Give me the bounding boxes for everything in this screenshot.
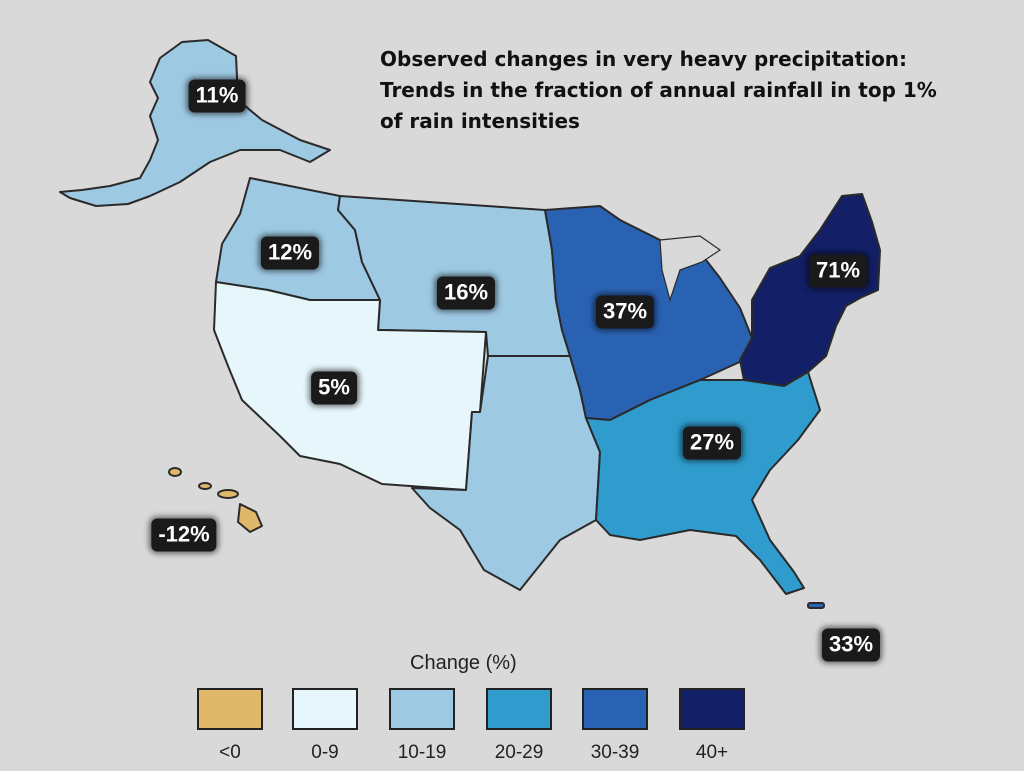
badge-northwest: 12%: [260, 236, 320, 270]
title-line-1: Observed changes in very heavy precipita…: [380, 47, 908, 71]
legend-label-0-9: 0-9: [311, 742, 339, 763]
legend-swatch-40-plus: [679, 688, 745, 730]
island-hawaii-1: [168, 467, 182, 477]
legend-swatch-10-19: [389, 688, 455, 730]
badge-southwest: 5%: [311, 371, 357, 405]
region-alaska: [59, 39, 331, 207]
legend-label-neg: <0: [219, 742, 241, 763]
great-lakes: [659, 235, 722, 303]
badge-alaska: 11%: [188, 79, 246, 113]
region-southeast: [585, 371, 821, 595]
legend-label-40-plus: 40+: [695, 742, 729, 763]
map-title: Observed changes in very heavy precipita…: [380, 44, 980, 137]
badge-northeast: 71%: [808, 254, 868, 288]
legend-label-10-19: 10-19: [397, 742, 447, 763]
title-line-2: Trends in the fraction of annual rainfal…: [380, 78, 937, 102]
legend-swatch-20-29: [486, 688, 552, 730]
badge-hawaii: -12%: [151, 518, 217, 552]
legend-title: Change (%): [410, 652, 517, 674]
legend-swatch-0-9: [292, 688, 358, 730]
legend-swatch-neg: [197, 688, 263, 730]
island-hawaii-2: [198, 482, 212, 490]
region-northeast: [739, 193, 881, 387]
island-puerto-rico: [807, 602, 825, 609]
legend-label-20-29: 20-29: [494, 742, 544, 763]
title-line-3: of rain intensities: [380, 109, 580, 133]
badge-southeast: 27%: [682, 426, 742, 460]
island-hawaii-3: [217, 489, 239, 499]
badge-great-plains: 16%: [436, 276, 496, 310]
badge-puerto-rico: 33%: [821, 628, 881, 662]
badge-midwest: 37%: [595, 295, 655, 329]
island-hawaii-4: [237, 503, 263, 533]
legend-swatch-30-39: [582, 688, 648, 730]
legend-label-30-39: 30-39: [590, 742, 640, 763]
